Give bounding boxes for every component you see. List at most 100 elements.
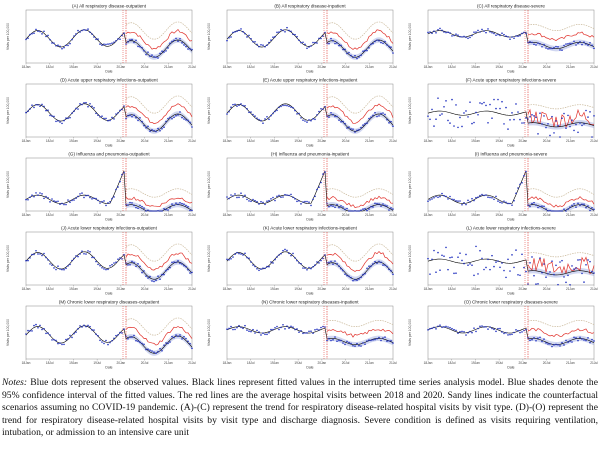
observed-point — [453, 272, 455, 275]
observed-point — [491, 196, 493, 199]
observed-point — [573, 40, 575, 43]
panel-D: (D) Acute upper respiratory infections-o… — [6, 78, 196, 148]
counterfactual-line — [125, 95, 193, 114]
observed-point — [35, 103, 37, 106]
observed-point — [376, 337, 378, 340]
observed-point — [83, 324, 85, 327]
observed-point — [242, 30, 244, 33]
observed-point — [304, 120, 306, 122]
observed-point — [565, 127, 567, 129]
x-tick-label: 19Jul — [93, 139, 101, 143]
observed-point — [342, 269, 344, 272]
observed-point — [280, 252, 282, 255]
observed-point — [304, 332, 306, 334]
observed-point — [298, 331, 300, 333]
observed-point — [228, 110, 230, 113]
observed-point — [571, 204, 573, 207]
observed-point — [181, 42, 183, 44]
observed-point — [167, 209, 169, 211]
observed-point — [591, 270, 593, 273]
observed-point — [290, 106, 292, 108]
observed-point — [382, 264, 384, 266]
observed-point — [517, 187, 519, 189]
observed-point — [531, 338, 533, 341]
observed-point — [505, 276, 507, 279]
observed-point — [386, 265, 388, 268]
observed-point — [352, 344, 354, 347]
observed-point — [557, 46, 559, 48]
observed-point — [364, 208, 366, 210]
x-tick-label: 20Jan — [519, 65, 528, 69]
observed-point — [471, 34, 473, 37]
observed-point — [167, 47, 169, 49]
observed-point — [91, 329, 93, 331]
observed-point — [274, 199, 276, 202]
observed-point — [437, 251, 439, 254]
observed-point — [153, 210, 155, 212]
observed-point — [535, 339, 537, 342]
x-axis-label: Date — [306, 144, 313, 148]
x-tick-label: 18Jan — [424, 287, 433, 291]
observed-point — [465, 334, 467, 336]
observed-point — [282, 104, 284, 107]
observed-point — [165, 208, 167, 211]
observed-point — [499, 34, 501, 37]
observed-point — [579, 122, 581, 124]
observed-point — [302, 332, 304, 335]
average-line — [125, 196, 193, 207]
observed-point — [228, 258, 230, 261]
observed-point — [549, 271, 551, 273]
observed-point — [557, 343, 559, 346]
observed-point — [569, 206, 571, 208]
x-tick-label: 21Jul — [590, 213, 598, 217]
ci-band — [126, 259, 192, 282]
observed-point — [141, 342, 143, 345]
observed-point — [368, 208, 370, 210]
observed-point — [455, 33, 457, 35]
observed-point — [388, 268, 390, 271]
observed-point — [179, 262, 181, 265]
plot-frame — [25, 157, 193, 212]
observed-point — [87, 324, 89, 327]
observed-point — [559, 261, 561, 263]
observed-point — [575, 267, 577, 269]
y-axis-label: Visits per 100,000 — [207, 23, 211, 50]
observed-point — [115, 261, 117, 264]
counterfactual-line — [125, 317, 193, 336]
observed-point — [85, 101, 87, 104]
observed-point — [31, 330, 33, 332]
observed-point — [262, 122, 264, 124]
observed-point — [567, 341, 569, 343]
observed-point — [483, 101, 485, 104]
observed-point — [111, 116, 113, 119]
observed-point — [352, 210, 354, 212]
observed-point — [230, 325, 232, 328]
observed-point — [348, 341, 350, 344]
observed-point — [549, 47, 551, 50]
observed-point — [181, 263, 183, 265]
observed-point — [479, 325, 481, 328]
observed-point — [123, 328, 125, 330]
observed-point — [266, 116, 268, 118]
observed-point — [31, 194, 33, 197]
observed-point — [487, 328, 489, 330]
y-axis-label: Visits per 100,000 — [408, 171, 412, 198]
observed-point — [137, 263, 139, 265]
observed-point — [173, 336, 175, 339]
observed-point — [342, 120, 344, 123]
observed-point — [368, 117, 370, 120]
observed-point — [433, 326, 435, 329]
observed-point — [477, 29, 479, 32]
observed-point — [567, 114, 569, 117]
observed-point — [258, 203, 260, 205]
observed-point — [244, 104, 246, 107]
observed-point — [129, 336, 131, 339]
x-tick-label: 21Jul — [188, 65, 196, 69]
observed-point — [581, 203, 583, 205]
observed-point — [314, 195, 316, 198]
observed-point — [228, 36, 230, 39]
observed-point — [390, 46, 392, 48]
observed-point — [276, 325, 278, 328]
observed-point — [360, 345, 362, 347]
observed-point — [453, 34, 455, 37]
